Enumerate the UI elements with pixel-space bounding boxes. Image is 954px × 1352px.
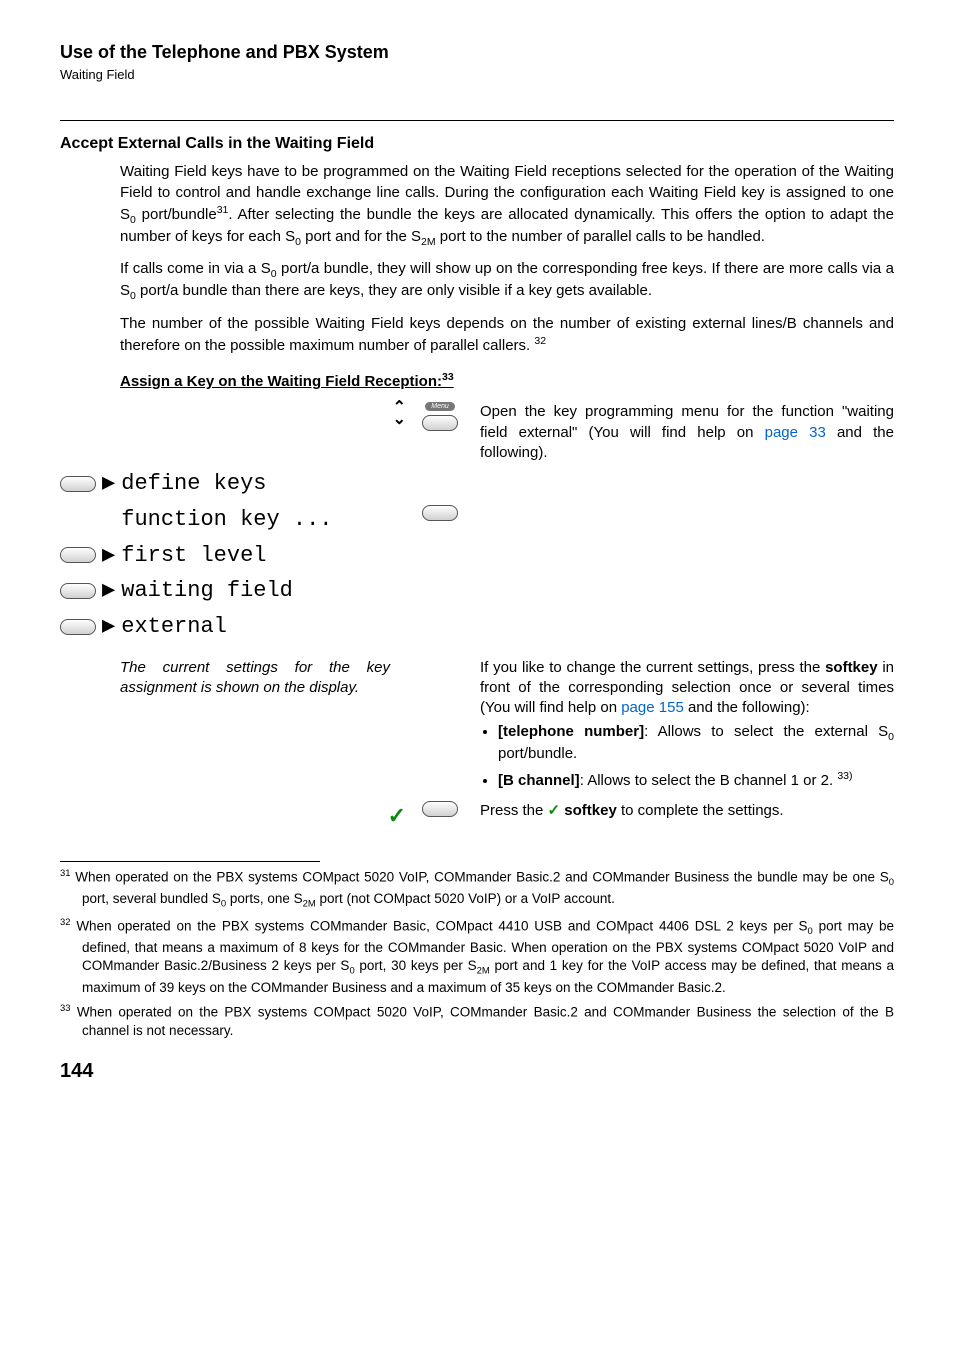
caret-icon: ▶ bbox=[102, 469, 115, 499]
page-155-link[interactable]: page 155 bbox=[621, 699, 684, 716]
paragraph-3: The number of the possible Waiting Field… bbox=[120, 314, 894, 357]
softkey-icon bbox=[60, 583, 96, 599]
menu-first-level: first level bbox=[121, 541, 266, 571]
step-open-menu: ⌃ ⌄ Menu Open the key programming menu f… bbox=[60, 402, 894, 463]
softkey-icon bbox=[422, 415, 458, 431]
header-subtitle: Waiting Field bbox=[60, 66, 894, 84]
bullet-b-channel: [B channel]: Allows to select the B chan… bbox=[498, 769, 894, 791]
softkey-icon bbox=[60, 619, 96, 635]
check-inline-icon: ✓ bbox=[548, 802, 561, 819]
caret-icon: ▶ bbox=[102, 576, 115, 606]
menu-define-keys: define keys bbox=[121, 469, 266, 499]
caret-icon: ▶ bbox=[102, 612, 115, 642]
settings-bullets: [telephone number]: Allows to select the… bbox=[480, 722, 894, 791]
page-33-link[interactable]: page 33 bbox=[765, 424, 826, 441]
paragraph-2: If calls come in via a S0 port/a bundle,… bbox=[120, 259, 894, 303]
bullet-telephone-number: [telephone number]: Allows to select the… bbox=[498, 722, 894, 764]
menu-pill: Menu bbox=[425, 402, 455, 411]
softkey-icon bbox=[422, 801, 458, 817]
caret-icon: ▶ bbox=[102, 541, 115, 571]
menu-external: external bbox=[121, 612, 227, 642]
footnote-32: 32 When operated on the PBX systems COMm… bbox=[60, 917, 894, 997]
menu-function-key: function key ... bbox=[121, 505, 332, 535]
footnote-31: 31 When operated on the PBX systems COMp… bbox=[60, 868, 894, 911]
header-title: Use of the Telephone and PBX System bbox=[60, 40, 894, 64]
divider bbox=[60, 120, 894, 121]
press-softkey-text: Press the ✓ softkey to complete the sett… bbox=[470, 801, 894, 821]
current-settings-note: The current settings for the key assignm… bbox=[120, 658, 390, 699]
scroll-arrows-icon: ⌃ ⌄ bbox=[393, 402, 406, 424]
softkey-icon bbox=[60, 476, 96, 492]
settings-text: If you like to change the current settin… bbox=[470, 658, 894, 795]
softkey-icon bbox=[422, 505, 458, 521]
menu-waiting-field: waiting field bbox=[121, 576, 293, 606]
page-header: Use of the Telephone and PBX System Wait… bbox=[60, 40, 894, 84]
step-open-text: Open the key programming menu for the fu… bbox=[470, 402, 894, 463]
check-icon: ✓ bbox=[388, 801, 406, 831]
sub-section-title: Assign a Key on the Waiting Field Recept… bbox=[120, 370, 894, 392]
footnote-divider bbox=[60, 861, 320, 862]
footnote-33: 33 When operated on the PBX systems COMp… bbox=[60, 1003, 894, 1040]
section-title: Accept External Calls in the Waiting Fie… bbox=[60, 133, 894, 155]
paragraph-1: Waiting Field keys have to be programmed… bbox=[120, 162, 894, 249]
softkey-icon bbox=[60, 547, 96, 563]
page-number: 144 bbox=[60, 1058, 894, 1085]
